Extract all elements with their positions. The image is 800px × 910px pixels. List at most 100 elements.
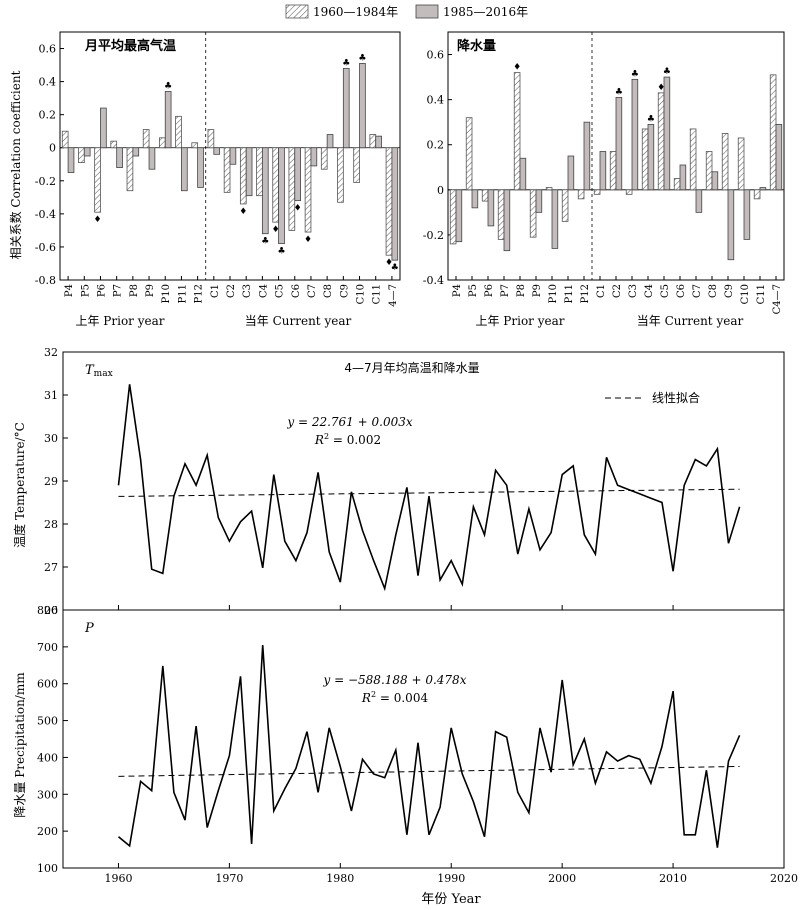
temperature-significance-marker: ♦ (94, 215, 102, 225)
precipitation-bar-period1 (657, 92, 665, 191)
precipitation-bar-period1 (449, 189, 457, 245)
precipitation-correlation-chart: 降水量 上年 Prior year 当年 Current year -0.4 -0… (423, 31, 785, 328)
precip-ytick-label: 800 (37, 604, 58, 617)
precipitation-category-label: P4 (452, 284, 463, 297)
temperature-category-label: C1 (210, 284, 221, 298)
precip-xtick-label: 2000 (548, 872, 576, 885)
precip-ytick-label: 700 (37, 641, 58, 654)
precip-plot-frame (62, 609, 785, 869)
tmax-ylabel: 温度 Temperature/°C (12, 422, 27, 548)
precipitation-category-label: P12 (580, 284, 591, 303)
precipitation-ytick-label: 0.4 (427, 94, 445, 107)
legend-label-period1: 1960—1984年 (313, 5, 398, 19)
precipitation-significance-marker: ♣ (647, 114, 655, 124)
temperature-bar-period1 (385, 147, 393, 256)
precipitation-bar-period1 (545, 187, 553, 191)
legend-swatch-period2 (415, 4, 439, 19)
temperature-ytick-label: -0.8 (35, 274, 56, 287)
tmax-series-line (117, 384, 741, 592)
precipitation-bar-period2 (583, 121, 591, 191)
precipitation-bar-period2 (711, 171, 719, 191)
precipitation-bar-period2 (679, 164, 687, 191)
temperature-bar-period2 (310, 147, 318, 167)
temperature-bar-period1 (142, 129, 150, 149)
temperature-ytick-label: -0.2 (35, 175, 56, 188)
precip-xtick-label: 1980 (326, 872, 354, 885)
temperature-category-label: C5 (275, 284, 286, 298)
temperature-bar-period1 (175, 115, 182, 149)
precipitation-category-label: P6 (484, 284, 495, 297)
precipitation-category-label: P11 (564, 284, 575, 303)
temperature-bar-period2 (83, 147, 91, 157)
temperature-bar-period2 (213, 147, 221, 155)
precipitation-ytick-label: 0.2 (427, 139, 445, 152)
temperature-bar-period2 (294, 147, 301, 202)
precip-ylabel: 降水量 Precipitation/mm (13, 672, 27, 818)
temperature-significance-marker: ♦ (385, 258, 393, 268)
precipitation-bar-period2 (567, 155, 575, 191)
temperature-significance-marker: ♦ (304, 235, 312, 245)
fit-legend-label: 线性拟合 (652, 390, 700, 405)
temperature-correlation-chart: 月平均最高气温 相关系数 Correlation coefficient 上年 … (8, 31, 401, 328)
temperature-significance-marker: ♣ (277, 247, 285, 257)
temperature-significance-marker: ♣ (358, 53, 366, 63)
correlation-ylabel: 相关系数 Correlation coefficient (8, 70, 23, 259)
precipitation-category-label: C10 (740, 284, 751, 304)
temperature-bar-period1 (353, 147, 360, 183)
temperature-bar-period1 (126, 147, 134, 192)
temperature-significance-marker: ♣ (391, 263, 399, 273)
temperature-category-label: P12 (194, 284, 205, 303)
temperature-bar-period1 (110, 140, 118, 149)
temperature-significance-marker: ♣ (342, 58, 350, 68)
temperature-bar-period2 (132, 147, 140, 157)
precip-ytick-label: 400 (37, 751, 58, 764)
temperature-significance-marker: ♦ (294, 204, 302, 214)
precipitation-significance-marker: ♣ (631, 69, 639, 79)
precip-xtick-label: 2020 (770, 872, 798, 885)
precipitation-bar-period2 (775, 124, 783, 191)
precip-panel-label: P (84, 621, 94, 636)
precipitation-bar-period1 (593, 189, 601, 195)
temperature-bar-period1 (78, 147, 85, 164)
temperature-bar-period1 (191, 142, 199, 149)
precipitation-bar-period1 (753, 189, 761, 200)
precipitation-ytick-label: 0 (437, 184, 444, 197)
precipitation-bar-period1 (673, 178, 681, 191)
precipitation-bar-period2 (695, 189, 703, 213)
temperature-bar-period1 (369, 134, 377, 149)
temperature-significance-marker: ♦ (272, 225, 280, 235)
precipitation-bar-period1 (737, 137, 745, 191)
temperature-bar-period2 (245, 147, 253, 197)
precipitation-category-label: C11 (756, 284, 767, 304)
temperature-correlation-title: 月平均最高气温 (84, 38, 176, 54)
precipitation-significance-marker: ♣ (615, 87, 623, 97)
temperature-bar-period2 (164, 91, 172, 149)
year-xlabel: 年份 Year (421, 892, 481, 907)
precipitation-bar-period2 (551, 189, 559, 249)
temperature-bar-period2 (229, 147, 237, 165)
precipitation-bar-period1 (641, 128, 649, 191)
precipitation-bar-period1 (689, 128, 697, 191)
temperature-category-label: C11 (372, 284, 383, 304)
tmax-ytick-label: 26 (44, 604, 58, 617)
temperature-bar-period2 (67, 147, 75, 173)
precipitation-bar-period2 (759, 187, 767, 191)
temperature-category-label: C3 (242, 284, 253, 298)
temperature-bar-period2 (181, 147, 188, 192)
temperature-ytick-label: -0.4 (35, 208, 56, 221)
tmax-linear-fit (118, 488, 740, 497)
temperature-category-label: C6 (291, 284, 302, 298)
legend: 1960—1984年 1985—2016年 (285, 4, 528, 19)
tmax-ytick-label: 30 (44, 432, 58, 445)
temperature-category-label: C2 (226, 284, 237, 298)
precipitation-bar-period1 (529, 189, 537, 238)
precipitation-group-label-current: 当年 Current year (637, 314, 744, 328)
temperature-bar-period2 (391, 147, 399, 261)
tmax-r2: R2 = 0.002 (314, 432, 381, 447)
tmax-panel-label: Tmax (85, 363, 113, 379)
precipitation-category-label: P8 (516, 284, 527, 297)
temperature-bar-period1 (239, 147, 247, 205)
precip-xtick-label: 1970 (215, 872, 243, 885)
precipitation-bar-period2 (647, 124, 655, 191)
